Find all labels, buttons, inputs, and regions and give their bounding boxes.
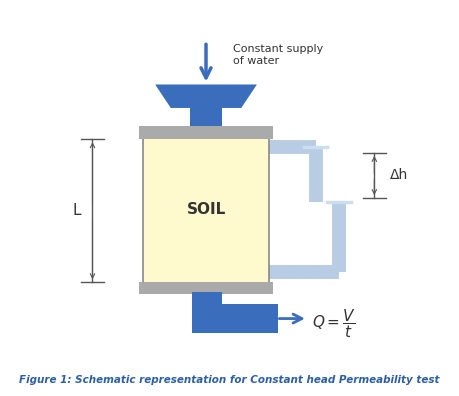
Bar [140, 282, 273, 294]
Text: L: L [73, 204, 81, 219]
Bar [192, 304, 279, 333]
Text: Δh: Δh [390, 168, 408, 181]
Bar [192, 292, 222, 333]
Bar [143, 135, 269, 284]
Bar [140, 126, 273, 139]
Bar [190, 106, 222, 126]
Polygon shape [155, 84, 257, 108]
Text: SOIL: SOIL [186, 202, 226, 217]
Text: $Q = \dfrac{V}{t}$: $Q = \dfrac{V}{t}$ [312, 308, 356, 341]
Text: Figure 1: Schematic representation for Constant head Permeability test: Figure 1: Schematic representation for C… [19, 375, 440, 385]
Text: Constant supply
of water: Constant supply of water [234, 44, 324, 66]
